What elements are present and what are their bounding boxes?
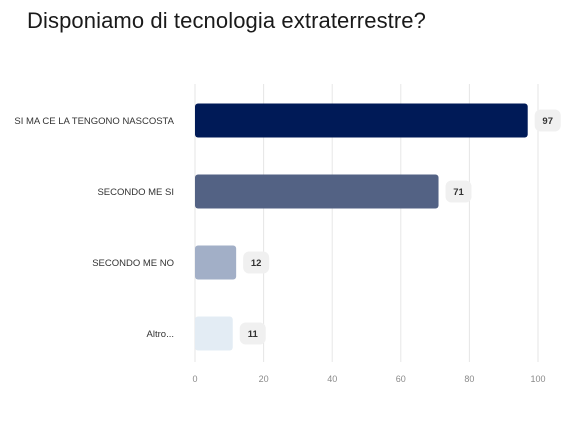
x-tick-label: 20 [259,374,269,384]
value-badge [243,251,270,274]
bar [195,103,528,138]
x-tick-label: 100 [530,374,545,384]
chart-title: Disponiamo di tecnologia extraterrestre? [27,8,426,33]
bar [195,316,233,351]
bar [195,174,439,209]
category-label: SECONDO ME SI [97,187,174,198]
bars [195,103,528,351]
category-label: SI MA CE LA TENGONO NASCOSTA [14,116,174,127]
value-label: 11 [248,329,259,340]
value-label: 97 [542,116,553,127]
category-label: SECONDO ME NO [92,258,174,269]
x-tick-label: 0 [192,374,197,384]
category-label: Altro... [147,329,174,340]
x-tick-label: 60 [396,374,406,384]
bar [195,245,237,280]
value-badge [239,322,266,345]
x-axis-ticks: 0 20 40 60 80 100 [192,374,545,384]
value-labels: 97 71 12 11 [239,109,561,345]
category-labels: SI MA CE LA TENGONO NASCOSTA SECONDO ME S… [14,116,174,340]
value-label: 12 [251,258,262,269]
x-tick-label: 40 [327,374,337,384]
value-badge [534,109,561,132]
x-tick-label: 80 [464,374,474,384]
value-label: 71 [453,187,464,198]
value-badge [445,180,472,203]
